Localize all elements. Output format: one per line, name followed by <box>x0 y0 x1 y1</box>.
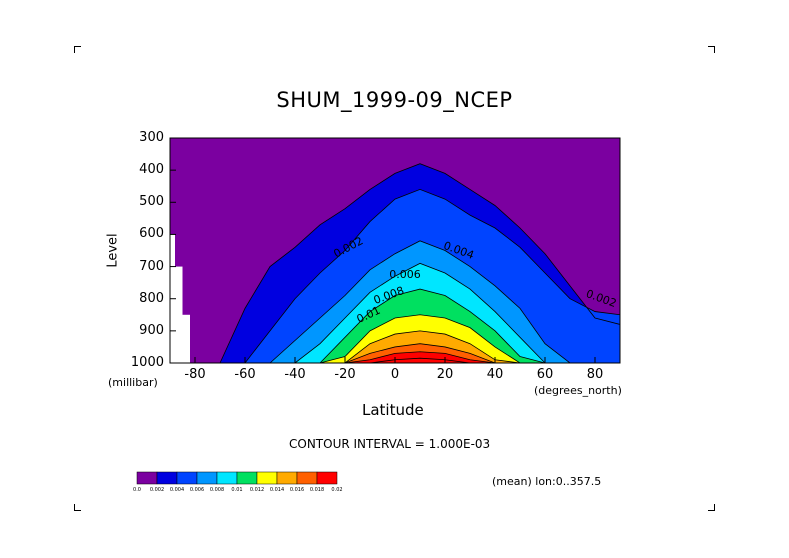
crop-mark-bottom-left <box>74 504 81 511</box>
colorbar-swatch <box>256 471 278 485</box>
missing-data-1 <box>175 266 183 363</box>
x-tick-label: 60 <box>536 367 554 382</box>
colorbar-label: 0.02 <box>331 487 343 493</box>
colorbar-label: 0.006 <box>189 487 205 493</box>
colorbar-label: 0.014 <box>269 487 285 493</box>
colorbar-label: 0.002 <box>149 487 165 493</box>
missing-data-2 <box>182 314 190 363</box>
chart-title: SHUM_1999-09_NCEP <box>276 88 513 112</box>
y-tick-label: 300 <box>139 130 164 145</box>
colorbar-label: 0.004 <box>169 487 185 493</box>
y-tick-label: 600 <box>139 226 164 242</box>
colorbar-swatch <box>156 471 178 485</box>
colorbar-label: 0.0 <box>133 487 141 493</box>
x-tick-label: -80 <box>184 367 206 382</box>
x-tick-label: 0 <box>390 367 400 382</box>
y-tick-label: 1000 <box>130 355 164 370</box>
colorbar-label: 0.016 <box>289 487 305 493</box>
colorbar-label: 0.008 <box>209 487 225 493</box>
colorbar-swatch <box>196 471 218 485</box>
colorbar-swatch <box>276 471 298 485</box>
y-tick-label: 700 <box>139 258 164 274</box>
colorbar-label: 0.012 <box>249 487 265 493</box>
y-units-label: (millibar) <box>108 376 158 389</box>
contour-interval-text: CONTOUR INTERVAL = 1.000E-03 <box>289 437 491 451</box>
crop-mark-bottom-right <box>708 504 715 511</box>
x-tick-label: -20 <box>334 367 356 382</box>
y-tick-label: 900 <box>139 322 164 338</box>
y-tick-label: 400 <box>139 162 164 178</box>
colorbar-label: 0.018 <box>309 487 325 493</box>
x-axis-label: Latitude <box>362 401 424 419</box>
colorbar-swatch <box>236 471 258 485</box>
y-axis-label: Level <box>105 233 121 268</box>
colorbar-swatch <box>176 471 198 485</box>
x-tick-label: 40 <box>486 367 504 382</box>
colorbar-swatch <box>296 471 318 485</box>
colorbar-swatch <box>316 471 338 485</box>
colorbar-label: 0.01 <box>231 487 243 493</box>
mean-longitude-text: (mean) lon:0..357.5 <box>492 475 602 488</box>
x-tick-label: 80 <box>586 367 604 382</box>
colorbar-swatch <box>216 471 238 485</box>
x-tick-label: 20 <box>436 367 454 382</box>
crop-mark-top-left <box>74 46 81 53</box>
contour-line-0.001 <box>170 163 621 364</box>
crop-mark-top-right <box>708 46 715 53</box>
y-tick-label: 500 <box>139 194 164 210</box>
colorbar-swatch <box>136 471 158 485</box>
x-units-label: (degrees_north) <box>534 384 622 397</box>
y-tick-label: 800 <box>139 290 164 306</box>
x-tick-label: -40 <box>284 367 306 382</box>
x-tick-label: -60 <box>234 367 256 382</box>
contour-label: 0.006 <box>389 268 421 281</box>
